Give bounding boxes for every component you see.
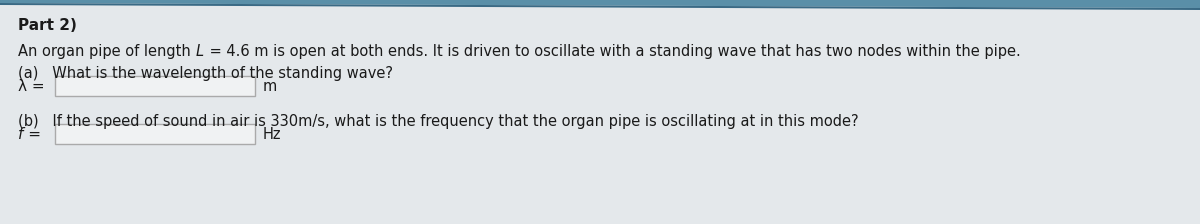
Polygon shape (0, 0, 1200, 8)
Text: (b)   If the speed of sound in air is 330m/s, what is the frequency that the org: (b) If the speed of sound in air is 330m… (18, 114, 859, 129)
Text: L: L (196, 44, 204, 59)
Polygon shape (0, 3, 1200, 10)
Text: Part 2): Part 2) (18, 18, 77, 33)
Text: λ =: λ = (18, 78, 44, 93)
FancyBboxPatch shape (55, 76, 256, 96)
Text: f =: f = (18, 127, 41, 142)
Text: = 4.6 m is open at both ends. It is driven to oscillate with a standing wave tha: = 4.6 m is open at both ends. It is driv… (205, 44, 1021, 59)
Text: m: m (263, 78, 277, 93)
Text: Hz: Hz (263, 127, 282, 142)
Text: (a)   What is the wavelength of the standing wave?: (a) What is the wavelength of the standi… (18, 66, 394, 81)
Text: An organ pipe of length: An organ pipe of length (18, 44, 196, 59)
FancyBboxPatch shape (55, 124, 256, 144)
